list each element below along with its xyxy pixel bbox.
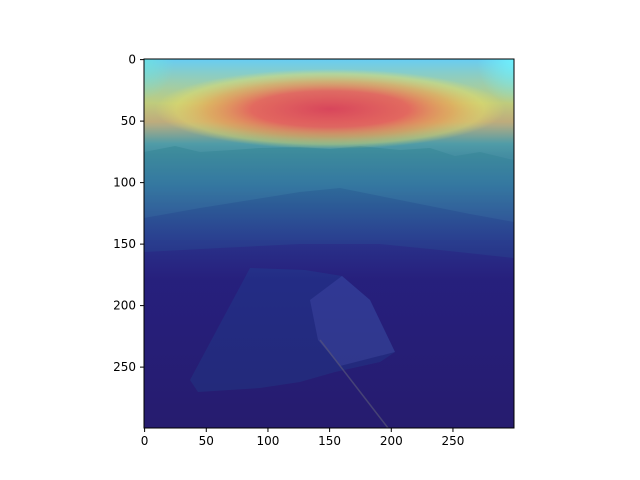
- x-tick-label: 0: [141, 434, 149, 448]
- y-tick-label: 100: [113, 176, 136, 190]
- x-tick-label: 250: [441, 434, 464, 448]
- y-tick-label: 0: [128, 53, 136, 67]
- axes-frame: [143, 58, 515, 429]
- y-tick-label: 250: [113, 360, 136, 374]
- x-tick-label: 100: [256, 434, 279, 448]
- y-tick-label: 200: [113, 299, 136, 313]
- attention-hotspot: [155, 69, 505, 149]
- x-tick-label: 200: [380, 434, 403, 448]
- heatmap-image: [144, 59, 514, 428]
- y-tick-label: 150: [113, 237, 136, 251]
- y-tick-label: 50: [121, 114, 136, 128]
- y-axis: 0 50 100 150 200 250: [113, 53, 144, 374]
- x-tick-label: 150: [318, 434, 341, 448]
- x-axis: 0 50 100 150 200 250: [141, 428, 464, 448]
- x-tick-label: 50: [199, 434, 214, 448]
